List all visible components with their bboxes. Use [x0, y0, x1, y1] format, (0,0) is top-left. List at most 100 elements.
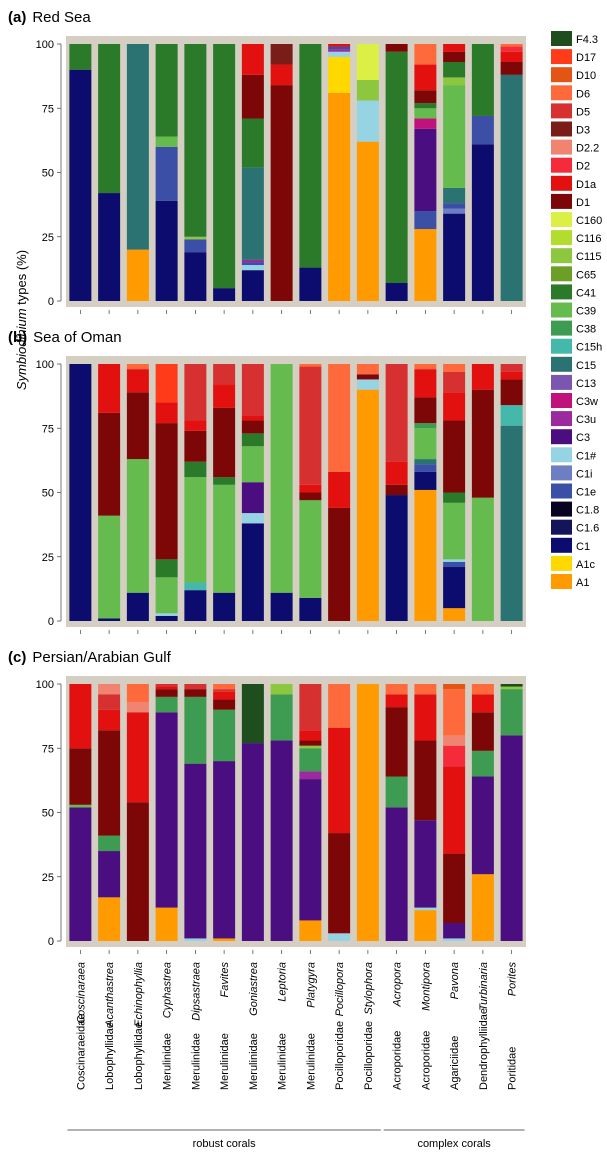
bar-segment-D1 — [414, 397, 436, 423]
legend-label: C41 — [576, 287, 596, 299]
bar-segment-D6 — [414, 684, 436, 694]
y-tick-label: 100 — [36, 359, 54, 371]
legend-swatch — [551, 103, 572, 118]
family-label: Pocilloporidae — [363, 1021, 375, 1090]
bar-segment-A1 — [443, 608, 465, 621]
y-tick-label: 25 — [42, 232, 54, 244]
bar-segment-C39 — [184, 477, 206, 582]
bar-segment-C41 — [472, 44, 494, 116]
legend-item: D17 — [551, 49, 596, 64]
bar-segment-C3 — [299, 779, 321, 920]
legend-label: C160 — [576, 215, 602, 227]
legend-item: C65 — [551, 266, 596, 281]
bar-segment-C41 — [242, 433, 264, 446]
bar-segment-C1e — [156, 147, 178, 201]
bar-segment-C115 — [501, 687, 523, 690]
legend-label: D10 — [576, 70, 596, 82]
bar-segment-C1# — [443, 938, 465, 941]
bar-Coscinaraea — [69, 364, 91, 621]
bar-segment-C3 — [443, 923, 465, 938]
bar-segment-C15 — [414, 459, 436, 464]
bar-Pocillopora — [328, 44, 350, 301]
bar-segment-C115 — [184, 237, 206, 240]
bar-segment-F4.3 — [242, 684, 264, 743]
bar-segment-C38 — [472, 751, 494, 777]
bar-segment-D6 — [328, 684, 350, 728]
bar-Turbinaria — [472, 684, 494, 941]
legend-item: D1a — [551, 176, 597, 191]
bar-segment-D6 — [443, 689, 465, 735]
bar-segment-C41 — [184, 44, 206, 237]
bar-segment-C41 — [299, 44, 321, 268]
bar-Montipora — [414, 44, 436, 301]
bar-Dipsastraea — [184, 684, 206, 941]
legend-swatch — [551, 393, 572, 408]
bar-segment-D5 — [213, 689, 235, 692]
bar-segment-C15 — [127, 44, 149, 250]
y-tick-label: 0 — [48, 616, 54, 628]
bar-segment-D1a — [156, 403, 178, 424]
group-label: robust corals — [193, 1138, 256, 1150]
bar-Platygyra — [299, 44, 321, 301]
bar-Goniastrea — [242, 684, 264, 941]
legend-item: C41 — [551, 284, 596, 299]
y-tick-label: 0 — [48, 296, 54, 308]
bar-segment-D6 — [213, 684, 235, 689]
y-tick-label: 50 — [42, 808, 54, 820]
bar-segment-C41 — [242, 119, 264, 168]
bar-segment-D1a — [443, 44, 465, 52]
bar-segment-D5 — [299, 367, 321, 485]
bar-segment-C1e — [328, 47, 350, 50]
bar-segment-C3 — [98, 851, 120, 897]
legend-swatch — [551, 158, 572, 173]
legend-item: C1i — [551, 465, 593, 480]
bar-Cyphastrea — [156, 44, 178, 301]
bar-segment-C39 — [69, 805, 91, 808]
bar-segment-C39 — [213, 485, 235, 593]
legend-swatch — [551, 176, 572, 191]
bar-Coscinaraea — [69, 44, 91, 301]
bar-Leptoria — [271, 44, 293, 301]
bar-segment-C115 — [357, 80, 379, 101]
genus-label: Favites — [219, 962, 231, 998]
bar-segment-C3 — [242, 482, 264, 513]
bar-segment-D2.2 — [98, 684, 120, 694]
bar-segment-A1 — [98, 897, 120, 941]
bar-segment-D6 — [414, 44, 436, 65]
chart-panels: (a) Red Sea 0 25 50 75 100 (b) Sea of Oman 0 25 50 7… — [8, 9, 526, 954]
bar-segment-C38 — [98, 836, 120, 851]
legend-label: A1 — [576, 577, 589, 589]
bar-Acanthastrea — [98, 684, 120, 941]
y-tick-label: 50 — [42, 488, 54, 500]
bar-segment-D6 — [127, 364, 149, 369]
legend-swatch — [551, 31, 572, 46]
y-tick-label: 75 — [42, 423, 54, 435]
bar-segment-A1 — [156, 908, 178, 941]
legend-label: C1 — [576, 541, 590, 553]
genus-label: Turbinaria — [478, 962, 490, 1011]
bar-segment-C3 — [501, 735, 523, 941]
bar-segment-A1 — [328, 93, 350, 301]
bar-segment-A1 — [213, 938, 235, 941]
bar-segment-D6 — [443, 364, 465, 372]
bar-segment-C41 — [98, 44, 120, 193]
bar-segment-D1a — [328, 728, 350, 833]
genus-label: Stylophora — [363, 962, 375, 1015]
bar-segment-D1 — [127, 802, 149, 941]
bar-segment-D1 — [242, 75, 264, 119]
bar-segment-C41 — [156, 44, 178, 137]
genus-label: Leptoria — [277, 962, 289, 1002]
bar-segment-C41 — [69, 44, 91, 70]
legend-label: D1 — [576, 197, 590, 209]
bar-Platygyra — [299, 684, 321, 941]
y-tick-label: 100 — [36, 39, 54, 51]
bar-segment-C1 — [242, 523, 264, 621]
bar-segment-C1# — [357, 101, 379, 142]
family-label: Merulinidae — [219, 1033, 231, 1090]
bar-segment-D1a — [414, 65, 436, 91]
genus-label: Montipora — [420, 962, 432, 1011]
legend-swatch — [551, 140, 572, 155]
legend-item: F4.3 — [551, 31, 598, 46]
genus-label: Pocillopora — [334, 962, 346, 1016]
bar-segment-C115 — [299, 746, 321, 749]
